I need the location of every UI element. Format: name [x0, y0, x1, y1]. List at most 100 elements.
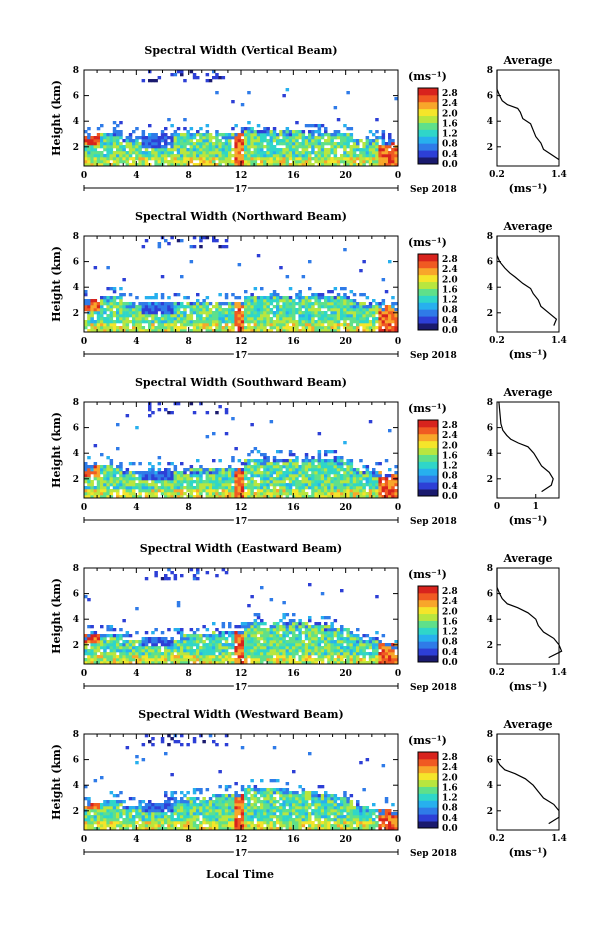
heatmap-cell — [231, 417, 235, 421]
heatmap-cell — [247, 130, 251, 134]
heatmap-cell — [93, 160, 98, 164]
heatmap-cell — [260, 323, 264, 327]
heatmap-cell — [90, 471, 94, 475]
heatmap-cell — [106, 329, 110, 333]
heatmap-cell — [247, 91, 251, 95]
heatmap-cell — [298, 314, 302, 318]
profile-y-tick-label: 6 — [487, 258, 493, 268]
heatmap-cell — [301, 486, 306, 490]
heatmap-cell — [378, 311, 382, 315]
heatmap-cell — [157, 245, 162, 249]
heatmap-cell — [391, 163, 395, 167]
heatmap-cell — [308, 329, 312, 333]
colorbar-tick-label: 2.8 — [442, 421, 458, 431]
heatmap-cell — [359, 139, 363, 143]
heatmap-cell — [388, 652, 392, 656]
heatmap-cell — [109, 139, 114, 143]
panel-3: Spectral Width (Southward Beam)2468Heigh… — [50, 376, 560, 529]
heatmap-cell — [276, 649, 280, 653]
heatmap-cell — [288, 148, 293, 152]
heatmap-cell — [180, 163, 184, 167]
heatmap-cell — [260, 136, 264, 140]
heatmap-cell — [391, 489, 395, 493]
heatmap-cell — [90, 157, 94, 161]
heatmap-cell — [167, 495, 171, 499]
heatmap-cell — [256, 148, 261, 152]
heatmap-cell — [336, 462, 341, 466]
heatmap-cell — [100, 477, 104, 481]
heatmap-cell — [109, 308, 114, 312]
heatmap-cell — [170, 643, 174, 647]
heatmap-cell — [288, 631, 293, 635]
heatmap-cell — [234, 447, 238, 451]
heatmap-cell — [327, 160, 331, 164]
heatmap-cell — [276, 305, 280, 309]
heatmap-cell — [122, 311, 126, 315]
heatmap-cell — [349, 127, 354, 131]
heatmap-cell — [260, 637, 264, 641]
heatmap-cell — [119, 643, 123, 647]
heatmap-cell — [93, 326, 98, 330]
heatmap-cell — [100, 646, 104, 650]
heatmap-cell — [340, 655, 344, 659]
heatmap-cell — [157, 655, 162, 659]
heatmap-cell — [327, 616, 331, 620]
heatmap-cell — [247, 154, 251, 158]
heatmap-cell — [138, 643, 142, 647]
heatmap-cell — [103, 474, 107, 478]
heatmap-cell — [93, 821, 98, 825]
heatmap-cell — [247, 477, 251, 481]
heatmap-cell — [263, 323, 267, 327]
heatmap-cell — [324, 625, 328, 629]
heatmap-cell — [183, 145, 187, 149]
heatmap-cell — [224, 471, 229, 475]
heatmap-cell — [388, 329, 392, 333]
heatmap-cell — [282, 130, 286, 134]
heatmap-cell — [183, 163, 187, 167]
heatmap-cell — [285, 148, 290, 152]
heatmap-cell — [349, 655, 354, 659]
heatmap-cell — [378, 486, 382, 490]
heatmap-cell — [304, 649, 309, 653]
heatmap-cell — [250, 655, 254, 659]
heatmap-cell — [93, 640, 98, 644]
heatmap-cell — [388, 655, 392, 659]
heatmap-cell — [272, 462, 277, 466]
heatmap-cell — [160, 483, 165, 487]
heatmap-cell — [154, 139, 158, 143]
heatmap-cell — [237, 643, 242, 647]
heatmap-cell — [224, 320, 229, 324]
heatmap-cell — [215, 239, 219, 243]
heatmap-cell — [340, 145, 344, 149]
heatmap-cell — [151, 133, 155, 137]
heatmap-cell — [189, 151, 194, 155]
heatmap-cell — [327, 290, 331, 294]
heatmap-cell — [109, 287, 114, 291]
heatmap-cell — [279, 628, 283, 632]
heatmap-cell — [109, 480, 114, 484]
heatmap-cell — [314, 323, 318, 327]
heatmap-cell — [151, 486, 155, 490]
heatmap-cell — [103, 661, 107, 665]
heatmap-cell — [208, 302, 213, 306]
heatmap-cell — [301, 145, 306, 149]
heatmap-cell — [122, 655, 126, 659]
heatmap-cell — [237, 471, 242, 475]
heatmap-cell — [144, 145, 149, 149]
heatmap-cell — [285, 661, 290, 665]
profile-title: Average — [502, 552, 552, 565]
heatmap-cell — [112, 815, 117, 819]
heatmap-cell — [202, 471, 206, 475]
heatmap-cell — [356, 311, 360, 315]
heatmap-cell — [365, 317, 370, 321]
heatmap-cell — [330, 151, 334, 155]
heatmap-cell — [260, 495, 264, 499]
heatmap-cell — [260, 646, 264, 650]
heatmap-cell — [205, 148, 210, 152]
heatmap-cell — [365, 329, 370, 333]
heatmap-cell — [192, 471, 197, 475]
heatmap-cell — [301, 136, 306, 140]
heatmap-cell — [317, 643, 322, 647]
heatmap-cell — [266, 127, 270, 131]
heatmap-cell — [394, 151, 398, 155]
